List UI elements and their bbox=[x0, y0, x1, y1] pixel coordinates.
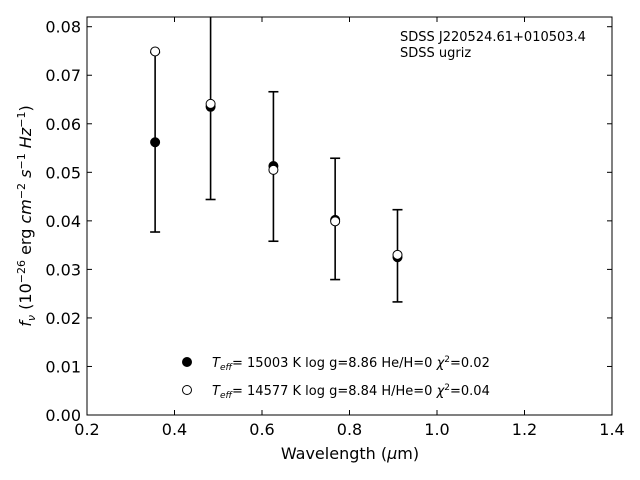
legend-entry-1: Teff= 15003 K log g=8.86 He/H=0 χ2=0.02 bbox=[212, 355, 490, 373]
x-tick-label: 0.4 bbox=[162, 420, 187, 439]
model-point-filled bbox=[150, 137, 161, 148]
error-bars bbox=[150, 17, 403, 303]
y-tick-label: 0.01 bbox=[45, 357, 81, 376]
x-tick-label: 0.6 bbox=[249, 420, 274, 439]
model-point-open bbox=[150, 46, 161, 57]
y-axis-label: fν (10−26 erg cm−2 s−1 Hz−1) bbox=[15, 105, 38, 326]
model-point-open bbox=[330, 216, 341, 227]
data-points bbox=[150, 46, 403, 263]
model-point-open bbox=[205, 98, 216, 109]
annotation-survey-name: SDSS ugriz bbox=[400, 46, 471, 61]
model-point-open bbox=[268, 164, 279, 175]
x-axis-label: Wavelength (μm) bbox=[281, 444, 419, 463]
y-tick-label: 0.08 bbox=[45, 18, 81, 37]
x-tick-label: 1.2 bbox=[512, 420, 537, 439]
y-tick-label: 0.04 bbox=[45, 212, 81, 231]
x-tick-label: 1.4 bbox=[599, 420, 624, 439]
y-tick-label: 0.05 bbox=[45, 163, 81, 182]
y-tick-label: 0.03 bbox=[45, 260, 81, 279]
annotation-object-name: SDSS J220524.61+010503.4 bbox=[400, 30, 586, 45]
axis-ticks: 0.2 0.4 0.6 0.8 1.0 1.2 1.4 0.00 0.01 0.02 0.03 0.0… bbox=[45, 17, 625, 439]
legend-marker-filled bbox=[182, 357, 192, 367]
y-tick-label: 0.07 bbox=[45, 66, 81, 85]
y-tick-label: 0.02 bbox=[45, 309, 81, 328]
x-tick-label: 0.2 bbox=[74, 420, 99, 439]
y-tick-label: 0.00 bbox=[45, 406, 81, 425]
x-tick-label: 0.8 bbox=[337, 420, 362, 439]
legend: Teff= 15003 K log g=8.86 He/H=0 χ2=0.02 … bbox=[182, 355, 490, 401]
legend-entry-2: Teff= 14577 K log g=8.84 H/He=0 χ2=0.04 bbox=[212, 383, 490, 401]
x-tick-label: 1.0 bbox=[424, 420, 449, 439]
legend-marker-open bbox=[182, 385, 192, 395]
model-point-open bbox=[392, 249, 403, 260]
y-tick-label: 0.06 bbox=[45, 115, 81, 134]
